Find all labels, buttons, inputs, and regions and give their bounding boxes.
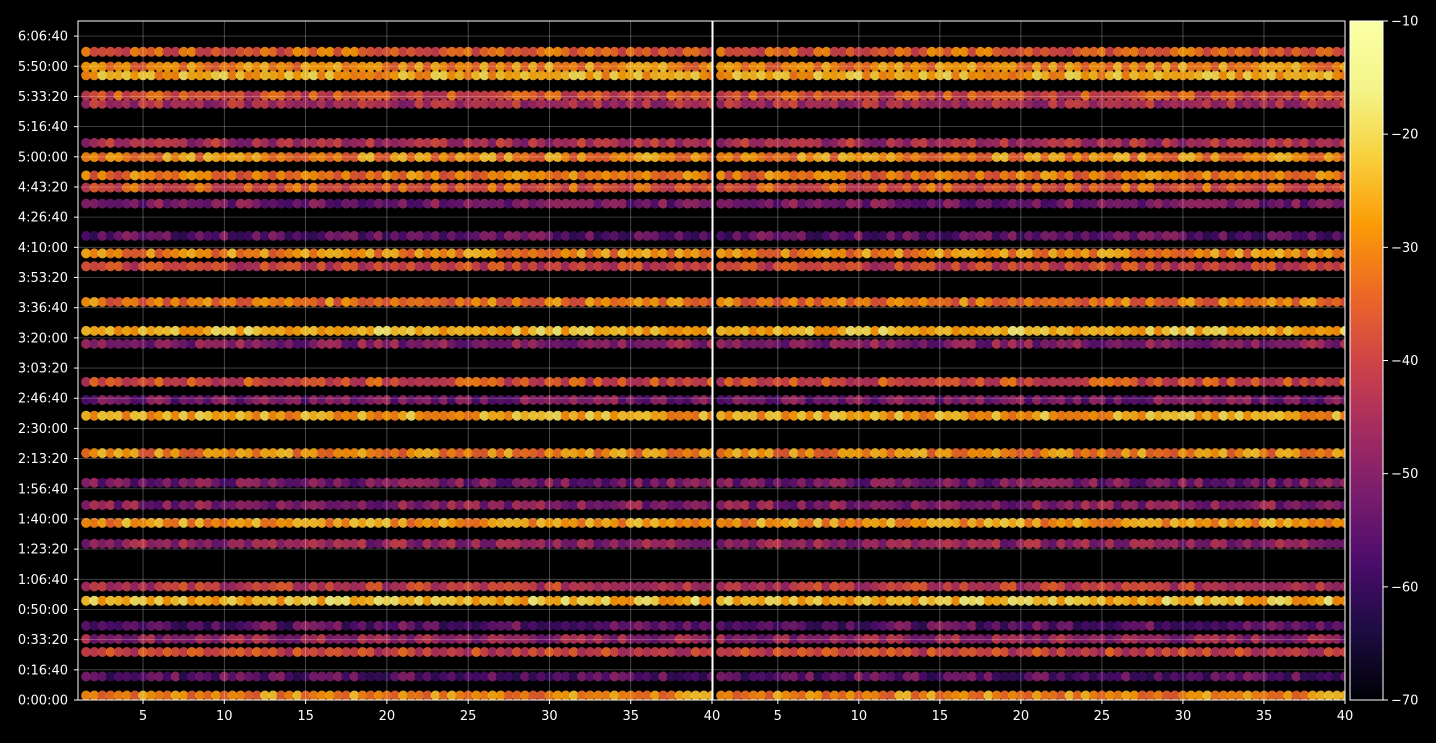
y-tick-label: 2:13:20 — [18, 452, 68, 467]
y-tick-label: 3:03:20 — [18, 362, 68, 377]
colorbar-tick-label: −50 — [1391, 467, 1418, 482]
y-tick-label: 2:30:00 — [18, 422, 68, 437]
x-tick-label: 35 — [1256, 709, 1273, 724]
y-tick-label: 3:53:20 — [18, 271, 68, 286]
x-tick-label: 15 — [297, 709, 314, 724]
y-tick-label: 1:06:40 — [18, 573, 68, 588]
y-tick-label: 4:43:20 — [18, 180, 68, 195]
y-tick-label: 4:10:00 — [18, 241, 68, 256]
y-tick-label: 1:23:20 — [18, 543, 68, 558]
x-tick-label: 10 — [216, 709, 233, 724]
left-x-axis: 5 10 15 20 25 30 35 40 — [139, 700, 720, 724]
y-tick-label: 5:00:00 — [18, 150, 68, 165]
left-panel — [78, 21, 717, 701]
y-tick-label: 1:40:00 — [18, 512, 68, 527]
x-tick-label: 40 — [1337, 709, 1354, 724]
y-tick-label: 2:46:40 — [18, 392, 68, 407]
y-tick-label: 0:00:00 — [18, 694, 68, 709]
y-tick-label: 1:56:40 — [18, 482, 68, 497]
x-tick-label: 5 — [774, 709, 782, 724]
x-tick-label: 20 — [1013, 709, 1030, 724]
x-tick-label: 25 — [460, 709, 477, 724]
colorbar-tick-label: −60 — [1391, 580, 1418, 595]
x-tick-label: 5 — [139, 709, 147, 724]
x-tick-label: 30 — [1175, 709, 1192, 724]
colorbar-ticks: −70−60−50−40−30−20−10 — [1383, 15, 1418, 709]
colorbar-gradient — [1350, 21, 1383, 700]
y-tick-label: 6:06:40 — [18, 30, 68, 45]
y-tick-label: 5:50:00 — [18, 60, 68, 75]
x-tick-label: 10 — [851, 709, 868, 724]
y-tick-label: 5:16:40 — [18, 120, 68, 135]
right-panel — [713, 21, 1350, 701]
y-tick-label: 5:33:20 — [18, 90, 68, 105]
y-axis: 0:00:00 0:16:40 0:33:20 0:50:00 1:06:40 1:23:… — [18, 30, 78, 709]
x-tick-label: 30 — [541, 709, 558, 724]
x-tick-label: 20 — [379, 709, 396, 724]
y-tick-label: 4:26:40 — [18, 211, 68, 226]
y-tick-label: 0:33:20 — [18, 633, 68, 648]
y-tick-label: 0:50:00 — [18, 603, 68, 618]
right-x-axis: 5 10 15 20 25 30 35 40 — [774, 700, 1354, 724]
y-tick-label: 0:16:40 — [18, 663, 68, 678]
colorbar-tick-label: −70 — [1391, 694, 1418, 709]
x-tick-label: 40 — [704, 709, 721, 724]
x-tick-label: 15 — [932, 709, 949, 724]
y-tick-label: 3:20:00 — [18, 331, 68, 346]
x-tick-label: 35 — [622, 709, 639, 724]
colorbar: −70−60−50−40−30−20−10 — [1350, 15, 1418, 709]
y-tick-label: 3:36:40 — [18, 301, 68, 316]
x-tick-label: 25 — [1094, 709, 1111, 724]
